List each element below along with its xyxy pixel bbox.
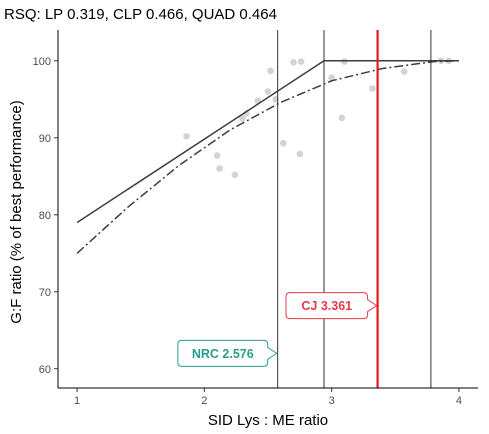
y-axis-title: G:F ratio (% of best performance) bbox=[8, 100, 25, 323]
callout-box bbox=[285, 292, 378, 320]
y-tick-label: 90 bbox=[39, 133, 51, 145]
callout-box bbox=[177, 339, 278, 367]
data-point bbox=[400, 68, 408, 75]
x-tick-label: 4 bbox=[456, 395, 462, 407]
data-point bbox=[239, 115, 246, 122]
data-point bbox=[267, 67, 274, 75]
y-tick-label: 70 bbox=[39, 287, 51, 299]
data-point bbox=[290, 59, 297, 66]
x-tick-label: 3 bbox=[329, 395, 335, 407]
data-point bbox=[297, 58, 305, 65]
data-point bbox=[243, 109, 250, 117]
x-tick-label: 2 bbox=[201, 395, 207, 407]
data-point bbox=[183, 132, 190, 140]
x-tick-label: 1 bbox=[74, 395, 80, 407]
data-point bbox=[341, 58, 348, 65]
data-point bbox=[328, 74, 335, 82]
data-point bbox=[216, 165, 223, 172]
data-point bbox=[296, 150, 304, 158]
data-point bbox=[369, 85, 376, 92]
data-point bbox=[338, 114, 346, 122]
y-tick-label: 60 bbox=[39, 364, 51, 376]
data-point bbox=[213, 152, 221, 159]
data-point bbox=[264, 88, 272, 95]
data-point bbox=[231, 171, 239, 179]
chart-title: RSQ: LP 0.319, CLP 0.466, QUAD 0.464 bbox=[4, 6, 277, 23]
plot-area: NRC 2.576 CJ 3.361 1 2 3 4 60 70 80 90 100 bbox=[33, 30, 478, 407]
data-point bbox=[279, 139, 287, 147]
y-tick-label: 100 bbox=[33, 56, 51, 68]
callout-label: NRC 2.576 bbox=[192, 347, 254, 361]
x-axis-title: SID Lys : ME ratio bbox=[208, 412, 328, 429]
series-line-curvilinear bbox=[76, 60, 459, 254]
callout-label: CJ 3.361 bbox=[301, 299, 352, 313]
y-tick-label: 80 bbox=[39, 210, 51, 222]
series-line-linear-plateau bbox=[76, 60, 459, 224]
